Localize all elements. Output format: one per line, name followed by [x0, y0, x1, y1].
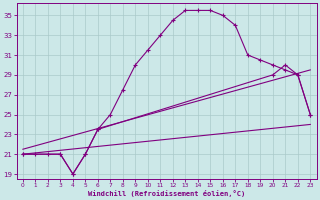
X-axis label: Windchill (Refroidissement éolien,°C): Windchill (Refroidissement éolien,°C): [88, 190, 245, 197]
